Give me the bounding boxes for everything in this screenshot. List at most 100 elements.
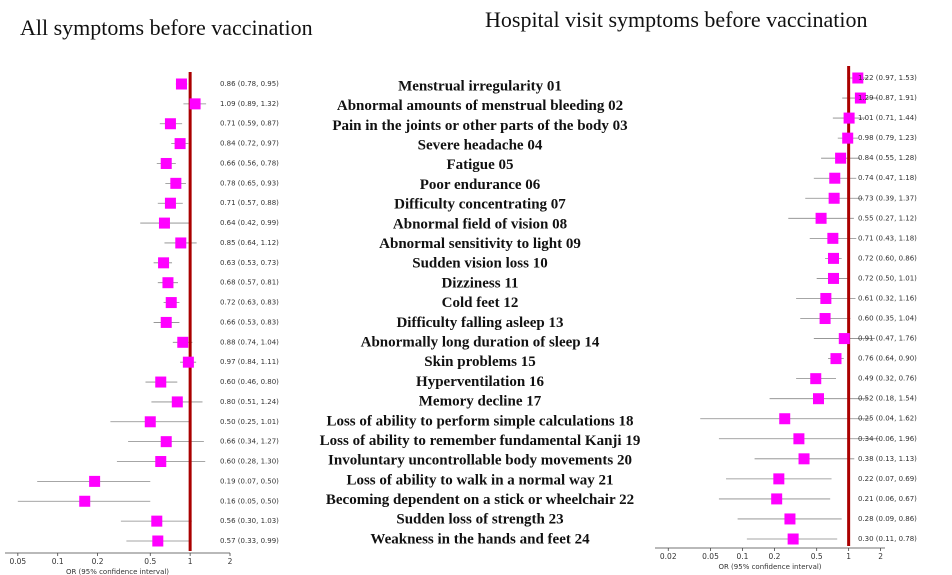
odds-ratio-marker (810, 373, 822, 385)
symptom-label: Difficulty falling asleep 13 (396, 315, 563, 331)
odds-ratio-marker (827, 252, 839, 264)
value-label: 0.84 (0.72, 0.97) (220, 140, 279, 148)
odds-ratio-marker (773, 473, 785, 485)
value-label: 0.88 (0.74, 1.04) (220, 338, 279, 346)
value-label: 0.85 (0.64, 1.12) (220, 239, 279, 247)
x-tick-label: 0.1 (52, 557, 64, 566)
value-label: 0.86 (0.78, 0.95) (220, 80, 279, 88)
value-label: 0.57 (0.33, 0.99) (220, 537, 279, 545)
odds-ratio-marker (171, 396, 183, 408)
odds-ratio-marker (820, 292, 832, 304)
odds-ratio-marker (854, 92, 866, 104)
odds-ratio-marker (151, 515, 163, 527)
x-tick-label: 0.02 (660, 552, 677, 561)
value-label: 0.66 (0.53, 0.83) (220, 318, 279, 326)
odds-ratio-marker (852, 72, 864, 84)
x-tick-label: 0.2 (92, 557, 104, 566)
symptom-label: Involuntary uncontrollable body movement… (328, 453, 632, 469)
value-label: 0.21 (0.06, 0.67) (858, 495, 917, 503)
odds-ratio-marker (158, 257, 170, 269)
odds-ratio-marker (838, 333, 850, 345)
value-label: 0.56 (0.30, 1.03) (220, 517, 279, 525)
odds-ratio-marker (164, 197, 176, 209)
value-label: 0.63 (0.53, 0.73) (220, 259, 279, 267)
value-label: 1.29 (0.87, 1.91) (858, 94, 917, 102)
symptom-label: Fatigue 05 (446, 157, 513, 173)
value-label: 0.72 (0.50, 1.01) (858, 274, 917, 282)
symptom-label: Severe headache 04 (418, 138, 543, 154)
value-label: 0.60 (0.46, 0.80) (220, 378, 279, 386)
odds-ratio-marker (160, 157, 172, 169)
symptom-label: Difficulty concentrating 07 (394, 197, 566, 213)
odds-ratio-marker (160, 436, 172, 448)
x-tick-label: 0.05 (9, 557, 26, 566)
symptom-label: Abnormally long duration of sleep 14 (361, 334, 600, 350)
odds-ratio-marker (144, 416, 156, 428)
odds-ratio-marker (815, 212, 827, 224)
value-label: 0.30 (0.11, 0.78) (858, 535, 917, 543)
value-label: 0.64 (0.42, 0.99) (220, 219, 279, 227)
odds-ratio-marker (160, 316, 172, 328)
value-label: 0.74 (0.47, 1.18) (858, 174, 917, 182)
odds-ratio-marker (835, 152, 847, 164)
value-label: 0.60 (0.28, 1.30) (220, 458, 279, 466)
value-label: 0.49 (0.32, 0.76) (858, 375, 917, 383)
odds-ratio-marker (771, 493, 783, 505)
value-label: 0.72 (0.60, 0.86) (858, 254, 917, 262)
odds-ratio-marker (787, 533, 799, 545)
odds-ratio-marker (164, 118, 176, 130)
value-label: 1.01 (0.71, 1.44) (858, 114, 917, 122)
symptom-label: Menstrual irregularity 01 (398, 78, 562, 94)
value-label: 1.09 (0.89, 1.32) (220, 100, 279, 108)
odds-ratio-marker (177, 336, 189, 348)
symptom-label: Hyperventilation 16 (416, 374, 544, 390)
value-label: 0.76 (0.64, 0.90) (858, 355, 917, 363)
value-label: 0.22 (0.07, 0.69) (858, 475, 917, 483)
odds-ratio-marker (175, 78, 187, 90)
odds-ratio-marker (812, 393, 824, 405)
x-tick-label: 2 (878, 552, 883, 561)
value-label: 0.71 (0.57, 0.88) (220, 199, 279, 207)
odds-ratio-marker (189, 98, 201, 110)
value-label: 0.68 (0.57, 0.81) (220, 279, 279, 287)
x-axis-label: OR (95% confidence interval) (66, 568, 169, 575)
value-label: 0.80 (0.51, 1.24) (220, 398, 279, 406)
symptom-label: Cold feet 12 (442, 295, 519, 311)
x-tick-label: 2 (228, 557, 233, 566)
odds-ratio-marker (842, 132, 854, 144)
odds-ratio-marker (779, 413, 791, 425)
odds-ratio-marker (830, 353, 842, 365)
value-label: 0.38 (0.13, 1.13) (858, 455, 917, 463)
x-tick-label: 1 (188, 557, 193, 566)
value-label: 0.78 (0.65, 0.93) (220, 179, 279, 187)
symptom-label: Skin problems 15 (424, 354, 535, 370)
value-label: 0.84 (0.55, 1.28) (858, 154, 917, 162)
odds-ratio-marker (152, 535, 164, 547)
symptom-label: Dizziness 11 (441, 275, 518, 291)
chart-title: Hospital visit symptoms before vaccinati… (485, 7, 868, 32)
chart-title: All symptoms before vaccination (20, 15, 313, 40)
value-label: 0.16 (0.05, 0.50) (220, 497, 279, 505)
value-label: 0.19 (0.07, 0.50) (220, 477, 279, 485)
symptom-label: Pain in the joints or other parts of the… (332, 118, 627, 134)
value-label: 0.34 (0.06, 1.96) (858, 435, 917, 443)
odds-ratio-marker (784, 513, 796, 525)
value-label: 0.66 (0.34, 1.27) (220, 438, 279, 446)
symptom-label: Poor endurance 06 (420, 177, 541, 193)
odds-ratio-marker (819, 313, 831, 325)
value-label: 0.61 (0.32, 1.16) (858, 294, 917, 302)
x-axis-label: OR (95% confidence interval) (718, 563, 821, 571)
value-label: 0.55 (0.27, 1.12) (858, 214, 917, 222)
symptom-label: Loss of ability to walk in a normal way … (346, 472, 613, 488)
x-tick-label: 0.5 (811, 552, 823, 561)
symptom-label: Weakness in the hands and feet 24 (370, 531, 590, 547)
odds-ratio-marker (175, 237, 187, 249)
symptom-label: Abnormal field of vision 08 (393, 216, 567, 232)
value-label: 0.66 (0.56, 0.78) (220, 159, 279, 167)
odds-ratio-marker (79, 495, 91, 507)
symptom-label: Abnormal amounts of menstrual bleeding 0… (337, 98, 623, 114)
odds-ratio-marker (827, 272, 839, 284)
value-label: 0.91 (0.47, 1.76) (858, 335, 917, 343)
value-label: 0.97 (0.84, 1.11) (220, 358, 279, 366)
